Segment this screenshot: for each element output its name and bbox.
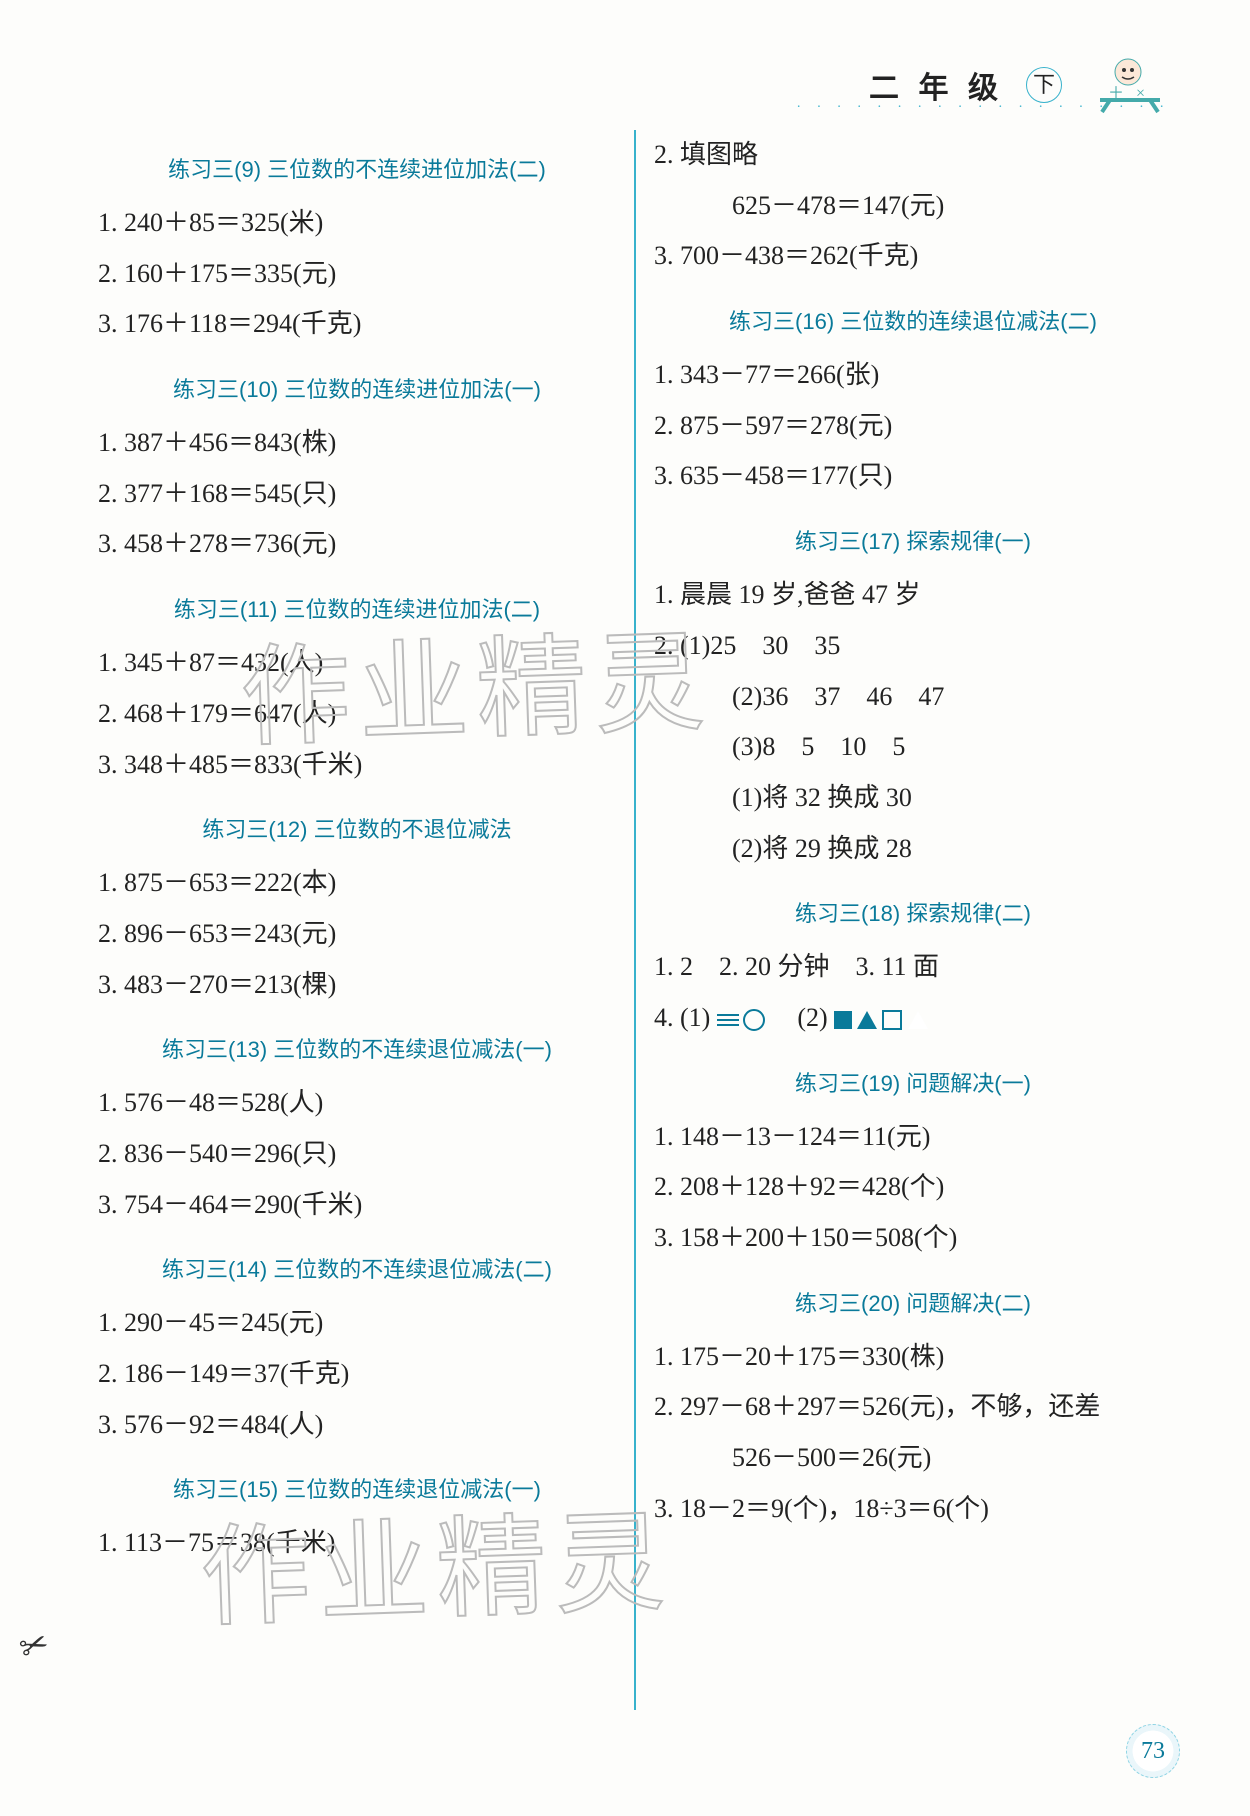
answer-line: 2. 836－540＝296(只) (98, 1129, 616, 1180)
answer-line: 2. 160＋175＝335(元) (98, 249, 616, 300)
answer-line: (2)36 37 46 47 (654, 672, 1172, 723)
section-title: 练习三(17) 探索规律(一) (654, 524, 1172, 556)
answer-line: (3)8 5 10 5 (654, 722, 1172, 773)
section-title: 练习三(15) 三位数的连续退位减法(一) (98, 1472, 616, 1504)
filled-triangle-icon (856, 1010, 878, 1030)
answer-line: (1)将 32 换成 30 (654, 773, 1172, 824)
answer-line: 1. 晨晨 19 岁,爸爸 47 岁 (654, 570, 1172, 621)
answer-line: 1. 875－653＝222(本) (98, 858, 616, 909)
section-title: 练习三(20) 问题解决(二) (654, 1286, 1172, 1318)
content-columns: 练习三(9) 三位数的不连续进位加法(二) 1. 240＋85＝325(米) 2… (80, 130, 1190, 1710)
section-title: 练习三(19) 问题解决(一) (654, 1066, 1172, 1098)
section-title: 练习三(11) 三位数的连续进位加法(二) (98, 592, 616, 624)
answer-line: 2. (1)25 30 35 (654, 621, 1172, 672)
section-title: 练习三(14) 三位数的不连续退位减法(二) (98, 1252, 616, 1284)
circle-icon (743, 1009, 765, 1031)
answer-line: 3. 635－458＝177(只) (654, 451, 1172, 502)
section-title: 练习三(9) 三位数的不连续进位加法(二) (98, 152, 616, 184)
answer-line: 3. 576－92＝484(人) (98, 1400, 616, 1451)
answer-line: 2. 377＋168＝545(只) (98, 469, 616, 520)
answer-line: 3. 700－438＝262(千克) (654, 231, 1172, 282)
answer-line-shapes: 4. (1) (2) (654, 993, 1172, 1044)
answer-line: 1. 148－13－124＝11(元) (654, 1112, 1172, 1163)
section-title: 练习三(10) 三位数的连续进位加法(一) (98, 372, 616, 404)
answer-line: 3. 754－464＝290(千米) (98, 1180, 616, 1231)
lines-icon (717, 1011, 739, 1029)
outline-square-icon (882, 1010, 902, 1030)
answer-line: 3. 176＋118＝294(千克) (98, 299, 616, 350)
section-title: 练习三(12) 三位数的不退位减法 (98, 812, 616, 844)
answer-line: 3. 458＋278＝736(元) (98, 519, 616, 570)
page-number: 73 (1126, 1724, 1180, 1778)
answer-line: 2. 208＋128＋92＝428(个) (654, 1162, 1172, 1213)
answer-line: 1. 387＋456＝843(株) (98, 418, 616, 469)
outline-triangle-icon (906, 1009, 930, 1031)
answer-line: 3. 158＋200＋150＝508(个) (654, 1213, 1172, 1264)
section-title: 练习三(18) 探索规律(二) (654, 896, 1172, 928)
shape-group-2 (834, 1009, 930, 1031)
header-dots: · · · · · · · · · · · · · · · · · · · (796, 100, 1170, 116)
answer-line: 526－500＝26(元) (654, 1433, 1172, 1484)
answer-line: 1. 175－20＋175＝330(株) (654, 1332, 1172, 1383)
answer-line: 1. 345＋87＝432(人) (98, 638, 616, 689)
answer-line: 3. 18－2＝9(个)，18÷3＝6(个) (654, 1484, 1172, 1535)
answer-line: 1. 113－75＝38(千米) (98, 1518, 616, 1569)
answer-line: 1. 576－48＝528(人) (98, 1078, 616, 1129)
answer-line: 2. 297－68＋297＝526(元)，不够，还差 (654, 1382, 1172, 1433)
answer-line: 1. 2 2. 20 分钟 3. 11 面 (654, 942, 1172, 993)
section-title: 练习三(13) 三位数的不连续退位减法(一) (98, 1032, 616, 1064)
answer-line: 3. 348＋485＝833(千米) (98, 740, 616, 791)
answer-line: 1. 343－77＝266(张) (654, 350, 1172, 401)
volume-badge: 下 (1026, 67, 1062, 103)
answer-line: 2. 896－653＝243(元) (98, 909, 616, 960)
answer-line: 625－478＝147(元) (654, 181, 1172, 232)
q4-mid: (2) (771, 1003, 827, 1032)
scissor-icon: ✂ (14, 1622, 54, 1669)
filled-square-icon (834, 1011, 852, 1029)
answer-line: 1. 290－45＝245(元) (98, 1298, 616, 1349)
answer-line: 2. 填图略 (654, 130, 1172, 181)
answer-line: 2. 186－149＝37(千克) (98, 1349, 616, 1400)
q4-prefix: 4. (1) (654, 1003, 710, 1032)
section-title: 练习三(16) 三位数的连续退位减法(二) (654, 304, 1172, 336)
left-column: 练习三(9) 三位数的不连续进位加法(二) 1. 240＋85＝325(米) 2… (80, 130, 636, 1710)
answer-line: 2. 468＋179＝647(人) (98, 689, 616, 740)
answer-line: 3. 483－270＝213(棵) (98, 960, 616, 1011)
right-column: 2. 填图略 625－478＝147(元) 3. 700－438＝262(千克)… (636, 130, 1190, 1710)
answer-line: (2)将 29 换成 28 (654, 824, 1172, 875)
answer-line: 2. 875－597＝278(元) (654, 401, 1172, 452)
shape-group-1 (717, 1009, 765, 1031)
answer-line: 1. 240＋85＝325(米) (98, 198, 616, 249)
